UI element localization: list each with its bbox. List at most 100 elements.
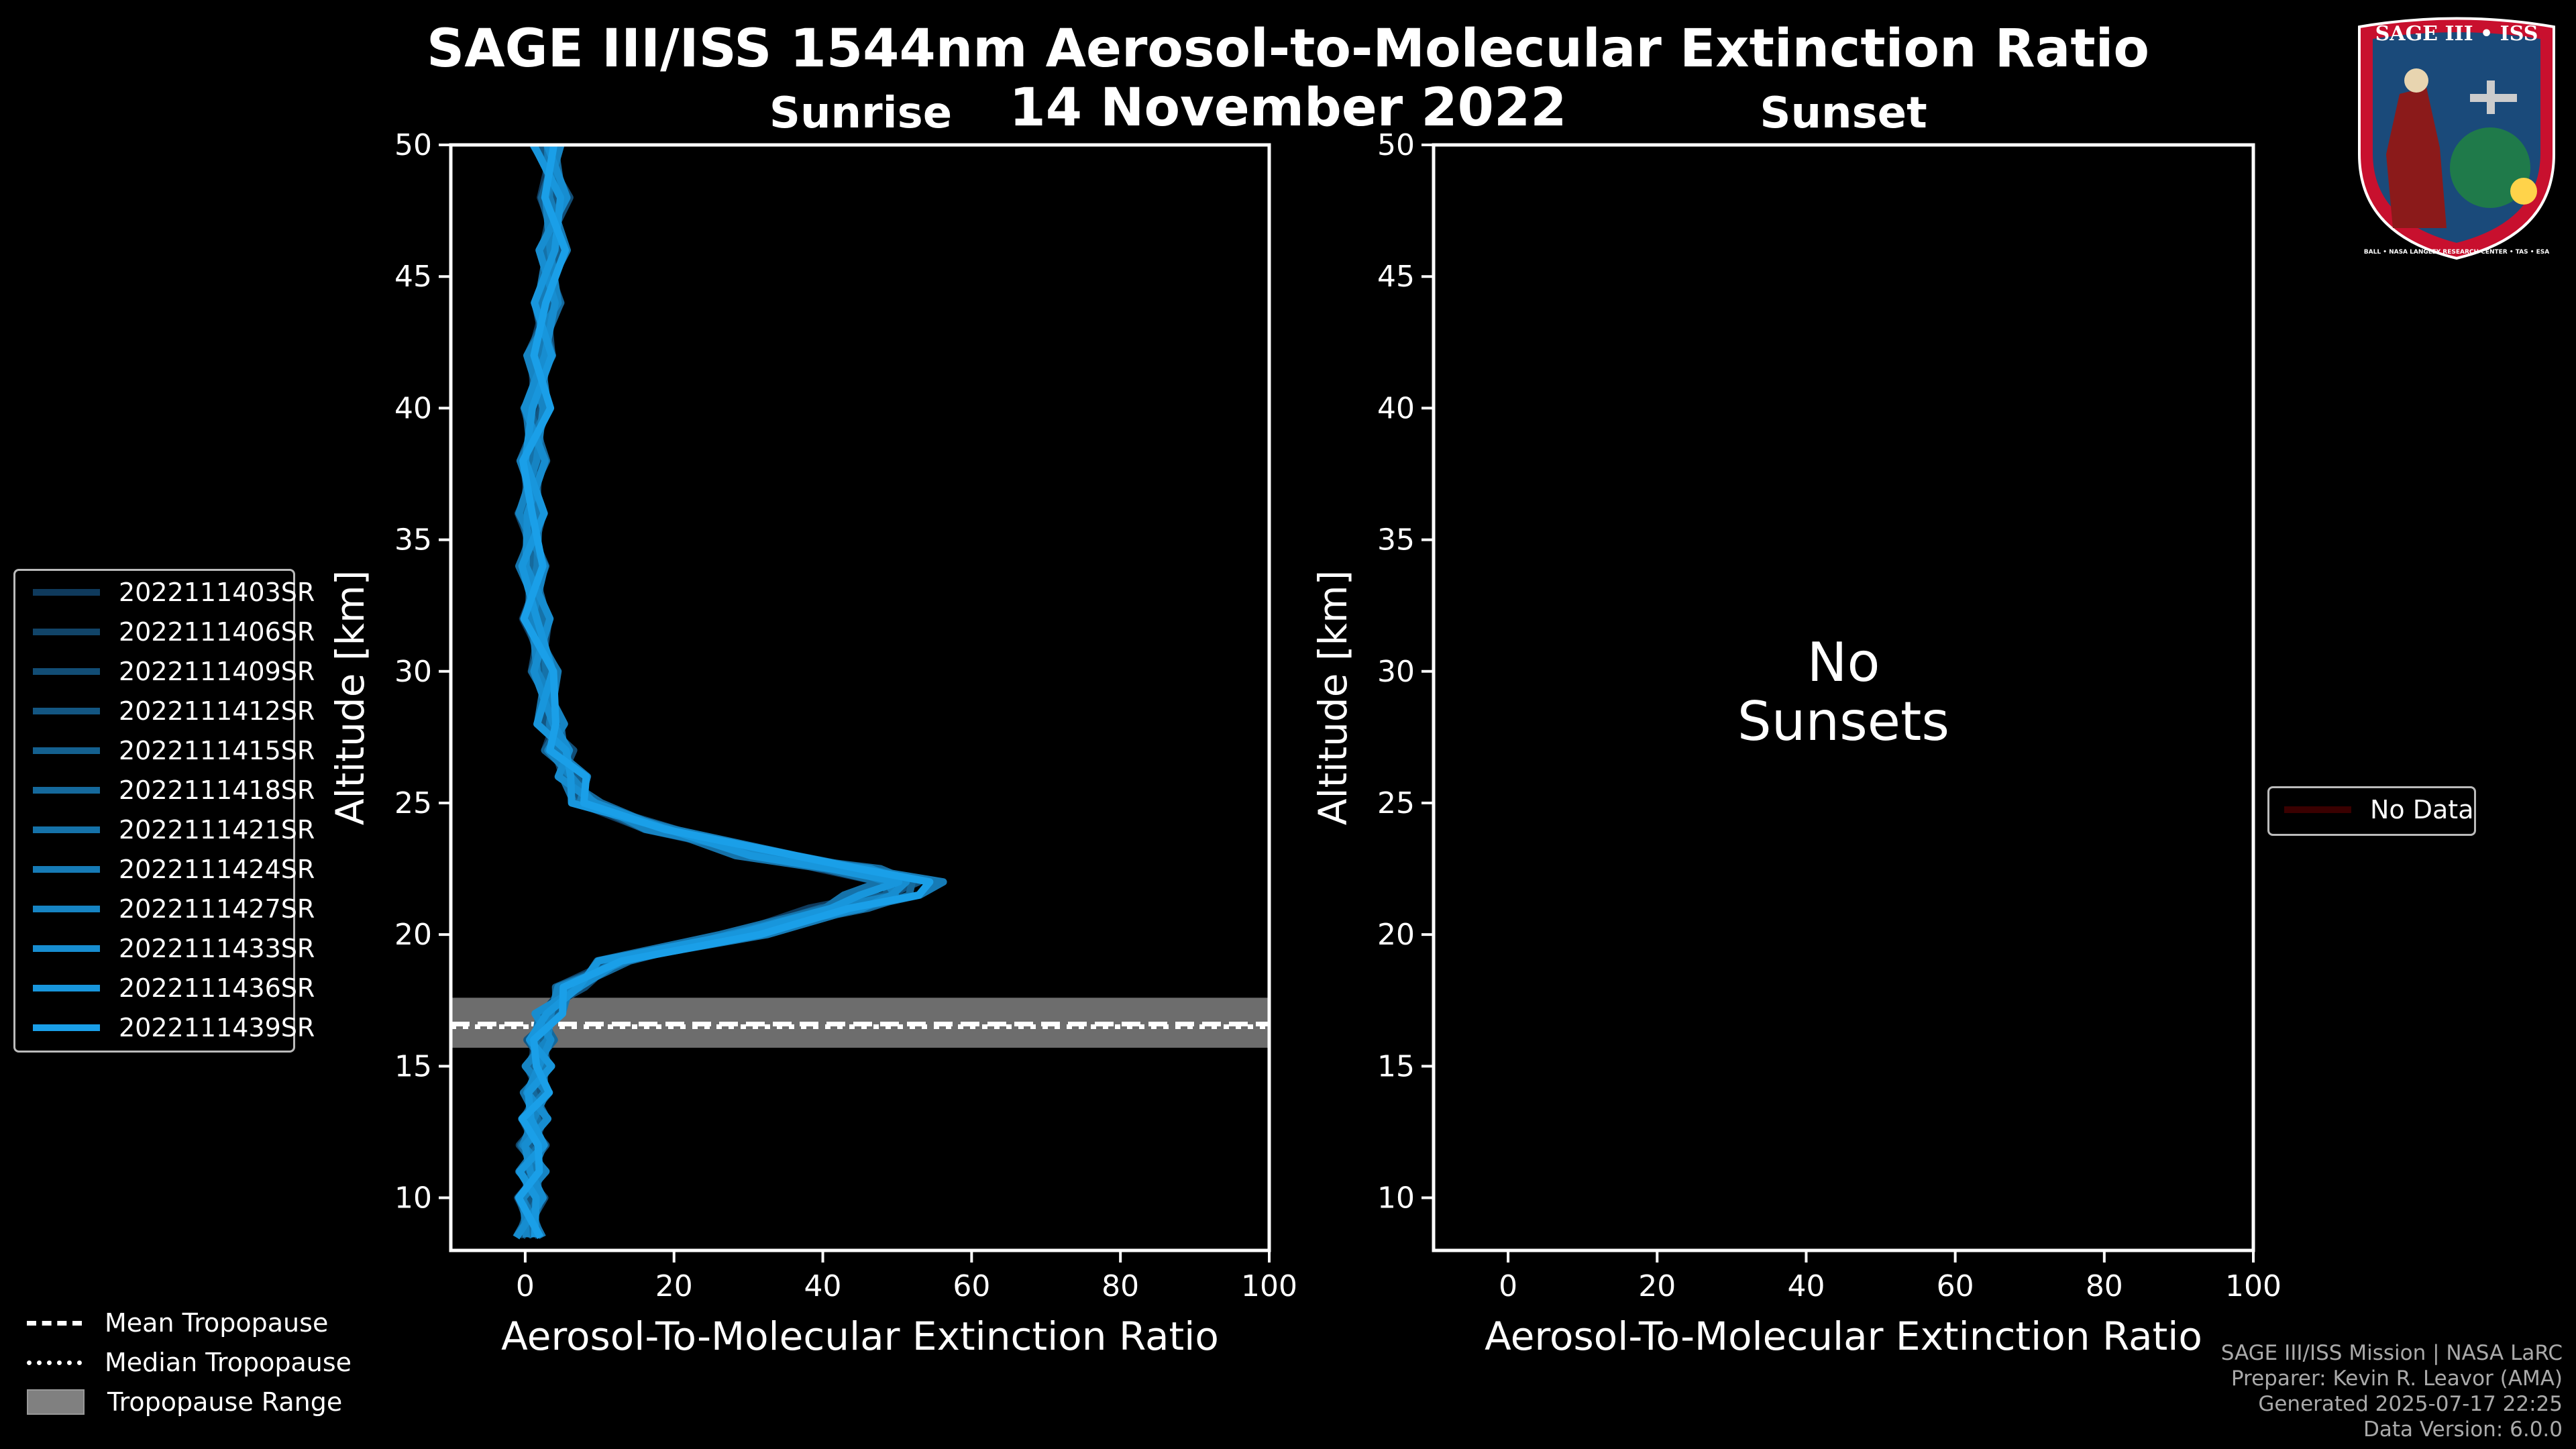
legend-item: 2022111424SR	[33, 855, 315, 884]
legend-item: 2022111439SR	[33, 1013, 315, 1042]
legend-item: 2022111406SR	[33, 617, 315, 647]
legend-label: 2022111403SR	[119, 578, 315, 607]
x-tick-label: 60	[953, 1269, 990, 1303]
badge-sun-icon	[2510, 178, 2537, 205]
series-line-2022111424SR	[516, 145, 947, 1239]
sunset-panel-title: Sunset	[1760, 89, 1927, 138]
x-tick-label: 0	[1499, 1269, 1517, 1303]
legend-label: 2022111415SR	[119, 736, 315, 765]
x-axis-label: Aerosol-To-Molecular Extinction Ratio	[1485, 1313, 2202, 1359]
sunset-legend-label: No Data	[2370, 795, 2474, 824]
legend-swatch	[33, 866, 100, 873]
footer-line: Preparer: Kevin R. Leavor (AMA)	[2231, 1366, 2563, 1391]
x-tick-label: 80	[1102, 1269, 1139, 1303]
legend-label: 2022111427SR	[119, 894, 315, 924]
badge-figure-head	[2404, 68, 2428, 93]
badge-ring-text: BALL • NASA LANGLEY RESEARCH CENTER • TA…	[2364, 249, 2549, 256]
legend-item: 2022111427SR	[33, 894, 315, 924]
y-tick-label: 10	[394, 1181, 432, 1216]
y-tick-label: 45	[1377, 260, 1415, 294]
legend-swatch	[33, 945, 100, 952]
y-tick-label: 35	[394, 523, 432, 557]
legend-swatch	[33, 589, 100, 596]
panel-frame	[449, 143, 1271, 1252]
series-line-2022111403SR	[514, 145, 883, 1240]
y-axis-label: Altitude [km]	[1310, 570, 1356, 825]
legend-item: 2022111433SR	[33, 934, 315, 963]
legend-item: 2022111415SR	[33, 736, 315, 765]
x-tick-label: 80	[2086, 1269, 2123, 1303]
y-tick-label: 20	[394, 918, 432, 952]
series-line-2022111409SR	[517, 145, 922, 1240]
legend-label: 2022111409SR	[119, 657, 315, 686]
legend-item: 2022111436SR	[33, 973, 315, 1003]
legend-swatch	[33, 708, 100, 714]
legend-item: 2022111418SR	[33, 775, 315, 805]
chart-title: SAGE III/ISS 1544nm Aerosol-to-Molecular…	[427, 19, 2149, 79]
y-tick-label: 10	[1377, 1181, 1415, 1216]
footer-credits: SAGE III/ISS Mission | NASA LaRC Prepare…	[2221, 1340, 2563, 1442]
y-tick-label: 25	[394, 786, 432, 820]
x-tick-label: 40	[1787, 1269, 1825, 1303]
y-tick-label: 30	[1377, 655, 1415, 689]
y-axis-label: Altitude [km]	[327, 570, 373, 825]
y-tick-label: 15	[1377, 1049, 1415, 1083]
tropopause-legend-label: Tropopause Range	[107, 1387, 343, 1417]
tropopause-legend-item: Mean Tropopause	[27, 1308, 328, 1338]
tropopause-legend: Mean Tropopause Median Tropopause Tropopau…	[13, 1308, 389, 1429]
tropopause-legend-label: Median Tropopause	[105, 1348, 352, 1377]
y-tick-label: 40	[1377, 391, 1415, 425]
y-tick-label: 40	[394, 391, 432, 425]
legend-label: 2022111406SR	[119, 617, 315, 647]
footer-line: SAGE III/ISS Mission | NASA LaRC	[2220, 1341, 2563, 1365]
series-line-2022111436SR	[516, 145, 903, 1238]
legend-label: 2022111433SR	[119, 934, 315, 963]
tropopause-legend-swatch	[27, 1389, 85, 1415]
legend-swatch	[33, 826, 100, 833]
badge-earth-icon	[2450, 127, 2530, 208]
x-axis-label: Aerosol-To-Molecular Extinction Ratio	[501, 1313, 1219, 1359]
series-line-2022111418SR	[513, 145, 916, 1240]
badge-top-text: SAGE III • ISS	[2375, 22, 2538, 46]
x-tick-label: 100	[2225, 1269, 2282, 1303]
no-sunsets-annotation: Sunsets	[1737, 690, 1949, 753]
tropopause-legend-swatch	[27, 1320, 82, 1326]
x-tick-label: 60	[1937, 1269, 1974, 1303]
x-tick-label: 0	[516, 1269, 535, 1303]
x-tick-label: 40	[804, 1269, 842, 1303]
series-legend: 2022111403SR 2022111406SR 2022111409SR 2022…	[13, 569, 315, 1053]
tropopause-legend-label: Mean Tropopause	[105, 1308, 329, 1338]
legend-swatch	[33, 1024, 100, 1031]
series-line-2022111433SR	[513, 145, 910, 1240]
chart-date: 14 November 2022	[1009, 78, 1567, 138]
x-tick-label: 100	[1241, 1269, 1297, 1303]
y-tick-label: 30	[394, 655, 432, 689]
y-tick-label: 45	[394, 260, 432, 294]
footer-line: Data Version: 6.0.0	[2363, 1417, 2563, 1442]
legend-swatch	[33, 668, 100, 675]
legend-label: 2022111418SR	[119, 775, 315, 805]
series-line-2022111412SR	[516, 145, 921, 1239]
sunset-legend: No Data	[2267, 786, 2476, 836]
no-sunsets-annotation: No	[1807, 631, 1880, 694]
series-line-2022111415SR	[515, 145, 892, 1239]
series-line-2022111439SR	[515, 145, 934, 1240]
legend-item: 2022111421SR	[33, 815, 315, 845]
y-tick-label: 15	[394, 1049, 432, 1083]
legend-swatch	[33, 985, 100, 991]
legend-label: 2022111436SR	[119, 973, 315, 1003]
legend-swatch	[33, 787, 100, 794]
legend-swatch	[33, 747, 100, 754]
legend-swatch	[33, 629, 100, 635]
legend-item: 2022111412SR	[33, 696, 315, 726]
panel-frame	[1432, 143, 2255, 1252]
legend-item: 2022111403SR	[33, 578, 315, 607]
tropopause-legend-swatch	[27, 1360, 82, 1365]
series-line-2022111421SR	[515, 145, 884, 1239]
tropopause-legend-item: Tropopause Range	[27, 1387, 342, 1417]
x-tick-label: 20	[655, 1269, 693, 1303]
sunset-legend-swatch	[2284, 806, 2351, 813]
sage-iii-iss-mission-badge: SAGE III • ISS BALL • NASA LANGLEY RESEA…	[2358, 17, 2555, 260]
legend-label: 2022111424SR	[119, 855, 315, 884]
y-tick-label: 20	[1377, 918, 1415, 952]
